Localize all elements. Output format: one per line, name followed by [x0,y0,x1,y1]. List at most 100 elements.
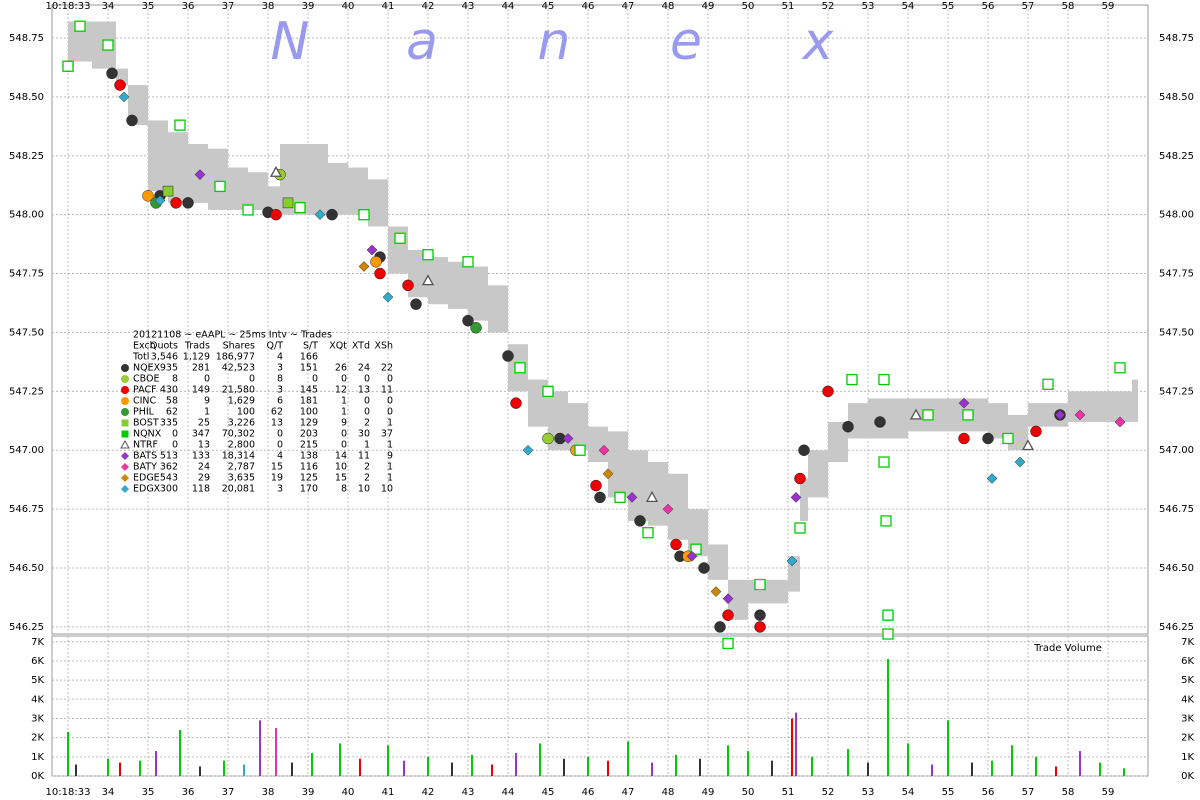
legend-marker [121,419,129,427]
table-cell: 0 [387,396,393,407]
legend-label: NQNX [133,429,162,440]
table-cell: 24 [358,363,370,374]
table-cell: 0 [387,374,393,385]
table-cell: 15 [335,473,347,484]
trade-marker [462,314,474,327]
trade-marker [394,232,406,244]
trade-marker [602,468,614,480]
table-cell: 1 [387,418,393,429]
trade-marker [270,208,282,221]
trade-series [118,91,1026,567]
table-cell: 2,787 [228,462,255,473]
quote-band [1068,391,1108,422]
table-cell: 138 [300,451,318,462]
quote-band [1028,403,1068,427]
trade-series [598,409,1126,515]
trade-marker [162,185,174,197]
legend-label: CBOE [133,374,159,385]
y-tick-label: 548.50 [9,92,44,103]
table-cell: 2 [364,462,370,473]
table-cell: 149 [192,385,210,396]
trade-marker [1021,439,1035,451]
table-cell: 0 [249,374,255,385]
quote-band [248,172,268,210]
table-cell: 0 [172,440,178,451]
table-cell: 170 [300,484,318,495]
volume-bar [931,764,933,776]
quote-band [308,143,328,215]
trade-marker [214,180,226,193]
trade-marker [878,373,890,386]
quote-band [588,426,608,463]
table-cell: 3,635 [228,473,255,484]
x-tick-label: 59 [1102,787,1115,798]
table-cell: 116 [300,462,318,473]
y-tick-label: 547.25 [9,386,44,397]
x-tick-label: 10:18:33 [46,1,91,12]
x-tick-label: 55 [942,787,955,798]
table-header: Exch [133,341,156,352]
x-tick-label: 49 [702,1,715,12]
table-cell: 15 [271,462,283,473]
y-tick-label: 0K [1181,771,1194,782]
trade-marker [106,67,118,80]
y-tick-label: 546.75 [1159,504,1194,515]
trade-series [269,165,1035,503]
x-tick-label: 48 [662,787,675,798]
volume-bar [675,754,677,776]
legend-label: CINC [133,396,157,407]
table-cell: 347 [192,429,210,440]
table-cell: 8 [277,374,283,385]
legend-symbol [121,485,129,493]
quote-band [628,450,648,521]
y-tick-label: 547.50 [1159,327,1194,338]
quote-band [328,162,348,215]
trade-series [194,169,1066,605]
trade-marker [786,555,798,567]
table-cell: 0 [341,440,347,451]
trade-marker [118,91,130,103]
trade-marker [690,543,702,555]
trade-marker [798,444,810,456]
table-cell: 2 [364,418,370,429]
table-cell: 19 [271,473,283,484]
x-tick-label: 39 [302,787,315,798]
y-tick-label: 548.50 [1159,92,1194,103]
table-cell: 10 [335,462,347,473]
quote-band [608,431,628,498]
table-cell: 186,977 [216,352,255,363]
trade-marker [1054,409,1066,421]
legend-label: BOST [133,418,159,429]
x-tick-label: 38 [262,787,275,798]
x-tick-label: 53 [862,787,875,798]
volume-bar [971,762,973,776]
quote-band [488,285,508,333]
table-cell: 2 [364,473,370,484]
table-header: XSh [374,341,393,352]
table-cell: 513 [160,451,178,462]
trade-marker [754,578,766,591]
y-tick-label: 547.00 [1159,445,1194,456]
table-header: Quots [150,341,178,352]
trade-marker [422,249,434,261]
y-tick-label: 546.25 [9,622,44,633]
x-tick-label: 34 [102,787,115,798]
volume-bar [451,762,453,776]
quote-band [848,403,868,439]
trade-marker [822,385,834,398]
trade-marker [754,621,766,633]
trade-marker [882,628,894,640]
table-cell: 13 [271,418,283,429]
trade-series [62,20,1126,650]
trade-marker [878,456,890,468]
x-tick-label: 43 [462,787,475,798]
table-cell: 29 [198,473,210,484]
table-cell: 10 [381,484,393,495]
y-tick-label: 3K [31,713,44,724]
trade-marker [62,60,74,72]
y-tick-label: 548.00 [1159,210,1194,221]
volume-bar [259,720,261,776]
volume-bar [747,751,749,776]
table-cell: 0 [364,374,370,385]
